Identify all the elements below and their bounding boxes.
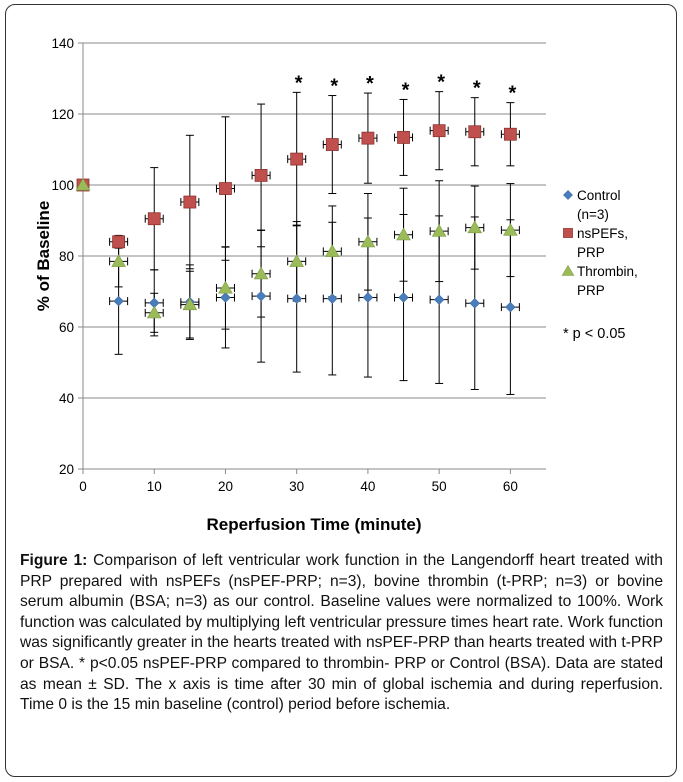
legend-label: nsPEFs,	[577, 226, 628, 241]
significance-asterisk: *	[402, 79, 410, 101]
caption-label: Figure 1:	[20, 552, 88, 569]
data-point-square	[147, 212, 161, 226]
data-point-diamond	[291, 293, 302, 304]
x-tick-label: 20	[218, 479, 233, 494]
data-point-triangle	[75, 177, 91, 191]
significance-asterisk: *	[437, 72, 445, 94]
data-point-diamond	[255, 290, 267, 302]
y-tick-label: 80	[59, 249, 74, 264]
data-point-diamond	[469, 297, 480, 309]
data-point-square	[361, 131, 375, 145]
data-point-diamond	[362, 292, 374, 303]
chart: 20 40 60 80 100 120 140 0 10 20 30 40 50 60 * * * * * * * C…	[34, 36, 638, 534]
significance-asterisk: *	[295, 72, 303, 94]
tick-labels: 20 40 60 80 100 120 140 0 10 20 30 40 50 60	[51, 36, 517, 494]
data-points	[75, 124, 518, 319]
x-tick-label: 60	[503, 479, 518, 494]
data-point-square	[219, 182, 232, 195]
significance-asterisk: *	[473, 78, 481, 100]
y-axis-label: % of Baseline	[34, 201, 53, 312]
significance-asterisk: *	[508, 83, 516, 105]
y-tick-label: 40	[59, 391, 74, 406]
y-tick-label: 60	[59, 320, 74, 335]
legend-label: Control	[577, 188, 621, 203]
y-tick-label: 120	[51, 107, 74, 122]
data-point-triangle	[253, 266, 269, 280]
data-point-triangle	[289, 254, 305, 267]
y-tick-label: 140	[51, 36, 74, 51]
legend-marker	[561, 264, 575, 276]
data-point-triangle	[324, 244, 340, 257]
significance-asterisk: *	[366, 73, 374, 95]
data-point-triangle	[467, 220, 483, 234]
data-point-square	[397, 131, 410, 144]
significance-note: * p < 0.05	[563, 326, 625, 342]
data-point-diamond	[220, 292, 231, 303]
legend-label: PRP	[577, 283, 605, 298]
x-tick-label: 50	[432, 479, 447, 494]
grid	[83, 42, 546, 399]
x-tick-label: 40	[360, 479, 375, 494]
data-point-square	[468, 125, 482, 139]
data-point-triangle	[182, 297, 198, 311]
data-point-square	[503, 127, 517, 141]
data-point-triangle	[218, 280, 233, 294]
legend-marker	[563, 190, 573, 200]
x-tick-label: 0	[79, 479, 87, 494]
x-axis-label: Reperfusion Time (minute)	[206, 515, 421, 534]
y-tick-label: 100	[51, 178, 74, 193]
data-point-triangle	[111, 254, 126, 267]
data-point-square	[432, 124, 446, 138]
figure-frame	[5, 4, 677, 777]
data-point-square	[183, 195, 197, 209]
caption-text: Comparison of left ventricular work func…	[20, 552, 663, 714]
data-point-square	[254, 169, 268, 182]
significance-asterisk: *	[330, 76, 338, 98]
y-tick-label: 20	[59, 462, 74, 477]
data-point-diamond	[327, 293, 338, 304]
legend-marker	[563, 228, 573, 238]
data-point-square	[325, 138, 339, 151]
data-point-diamond	[398, 292, 409, 303]
legend: Control (n=3) nsPEFs, PRP Thrombin, PRP	[561, 188, 638, 298]
error-bars	[109, 91, 520, 395]
data-point-diamond	[433, 294, 445, 305]
data-point-diamond	[113, 295, 124, 307]
data-point-triangle	[146, 305, 162, 319]
data-point-triangle	[396, 227, 411, 241]
axes	[78, 42, 546, 474]
data-point-square	[112, 235, 126, 249]
legend-label: PRP	[577, 245, 605, 260]
legend-label: Thrombin,	[577, 264, 638, 279]
data-point-square	[290, 152, 304, 166]
figure-caption: Figure 1: Comparison of left ventricular…	[20, 551, 663, 716]
x-tick-label: 10	[147, 479, 162, 494]
data-point-triangle	[360, 234, 376, 248]
data-point-triangle	[431, 224, 447, 237]
legend-label: (n=3)	[577, 207, 609, 222]
significance-markers: * * * * * * *	[295, 72, 517, 105]
data-point-triangle	[503, 222, 518, 236]
x-tick-label: 30	[289, 479, 304, 494]
data-point-diamond	[505, 301, 516, 313]
